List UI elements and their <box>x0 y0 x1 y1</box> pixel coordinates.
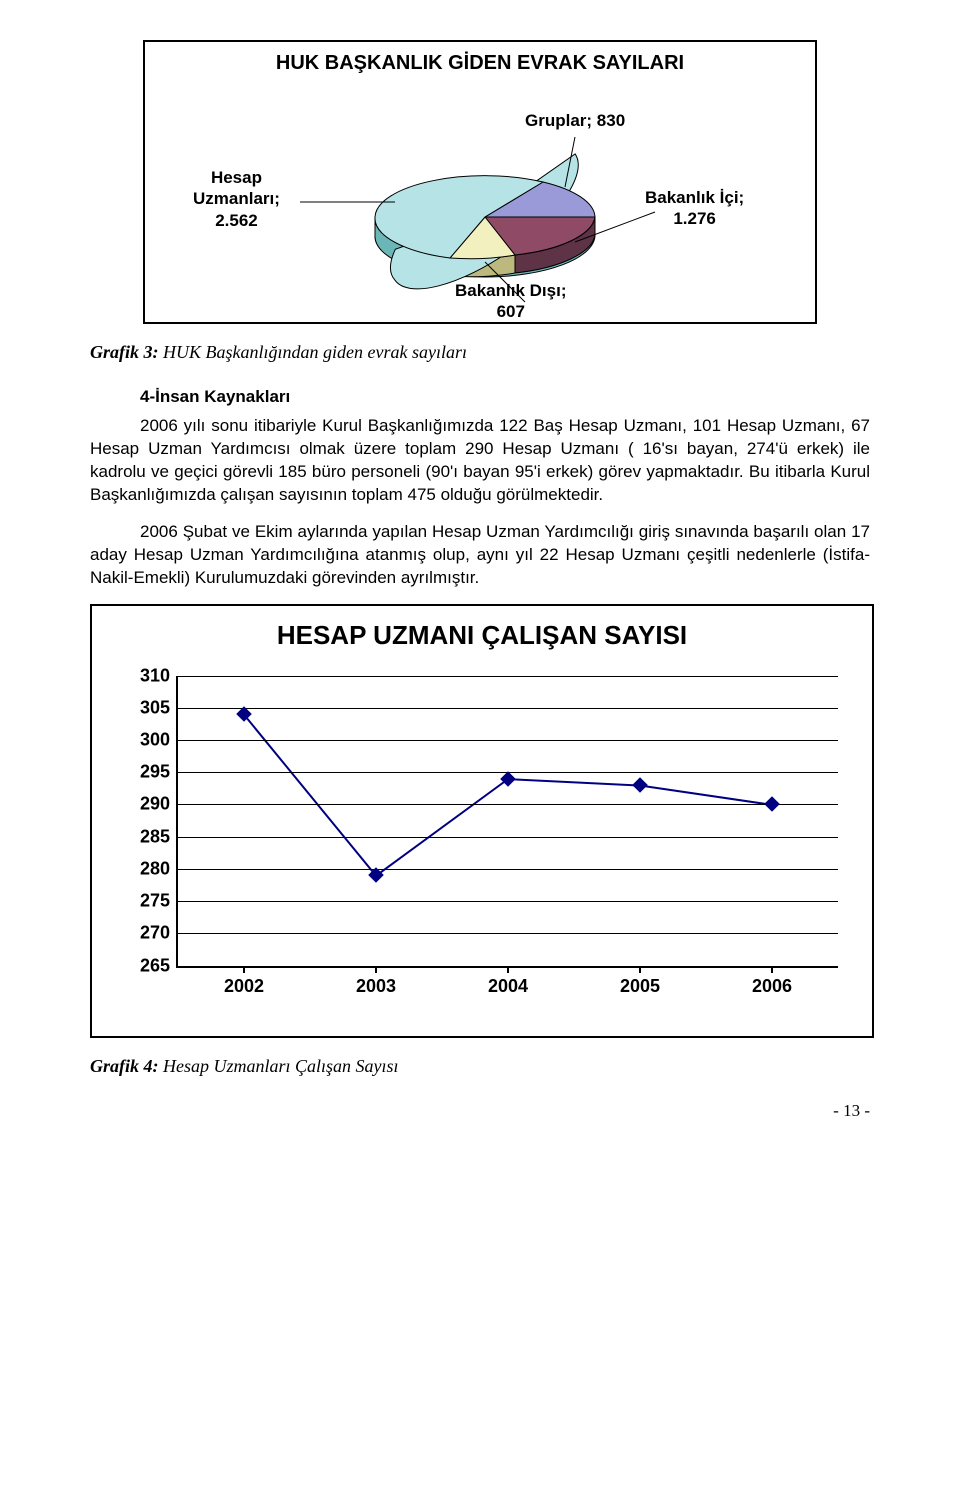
ytick-label: 285 <box>140 826 170 847</box>
line-caption: Grafik 4: Hesap Uzmanları Çalışan Sayısı <box>90 1056 870 1077</box>
pie-caption-rest: HUK Başkanlığından giden evrak sayıları <box>159 342 467 362</box>
line-series-svg <box>178 676 838 966</box>
pie-label-ici: Bakanlık İçi; 1.276 <box>645 187 744 230</box>
line-chart: HESAP UZMANI ÇALIŞAN SAYISI 265270275280… <box>90 604 874 1038</box>
pie-label-disi: Bakanlık Dışı; 607 <box>455 280 567 323</box>
ytick-label: 295 <box>140 762 170 783</box>
ytick-label: 310 <box>140 665 170 686</box>
paragraph-2: 2006 Şubat ve Ekim aylarında yapılan Hes… <box>90 521 870 590</box>
pie-label-hesap: Hesap Uzmanları; 2.562 <box>193 167 280 231</box>
page-root: HUK BAŞKANLIK GİDEN EVRAK SAYILARI <box>0 0 960 1161</box>
line-chart-title: HESAP UZMANI ÇALIŞAN SAYISI <box>92 606 872 651</box>
xtick-label: 2004 <box>488 976 528 997</box>
pie-caption-bold: Grafik 3: <box>90 342 159 362</box>
ytick-label: 290 <box>140 794 170 815</box>
line-chart-plot: 2652702752802852902953003053102002200320… <box>176 676 838 968</box>
pie-chart-title: HUK BAŞKANLIK GİDEN EVRAK SAYILARI <box>145 42 815 75</box>
ytick-label: 305 <box>140 697 170 718</box>
xtick-label: 2005 <box>620 976 660 997</box>
paragraph-1: 2006 yılı sonu itibariyle Kurul Başkanlı… <box>90 415 870 507</box>
ytick-label: 300 <box>140 730 170 751</box>
pie-caption: Grafik 3: HUK Başkanlığından giden evrak… <box>90 342 870 363</box>
ytick-label: 280 <box>140 858 170 879</box>
xtick-label: 2003 <box>356 976 396 997</box>
ytick-label: 275 <box>140 891 170 912</box>
section-heading: 4-İnsan Kaynakları <box>140 387 870 407</box>
line-caption-rest: Hesap Uzmanları Çalışan Sayısı <box>159 1056 399 1076</box>
line-caption-bold: Grafik 4: <box>90 1056 159 1076</box>
ytick-label: 265 <box>140 955 170 976</box>
ytick-label: 270 <box>140 923 170 944</box>
xtick-label: 2002 <box>224 976 264 997</box>
xtick-label: 2006 <box>752 976 792 997</box>
pie-chart-area: Gruplar; 830 Hesap Uzmanları; 2.562 Baka… <box>145 92 815 322</box>
pie-label-gruplar: Gruplar; 830 <box>525 110 625 131</box>
page-number: - 13 - <box>90 1101 870 1121</box>
pie-chart: HUK BAŞKANLIK GİDEN EVRAK SAYILARI <box>143 40 817 324</box>
